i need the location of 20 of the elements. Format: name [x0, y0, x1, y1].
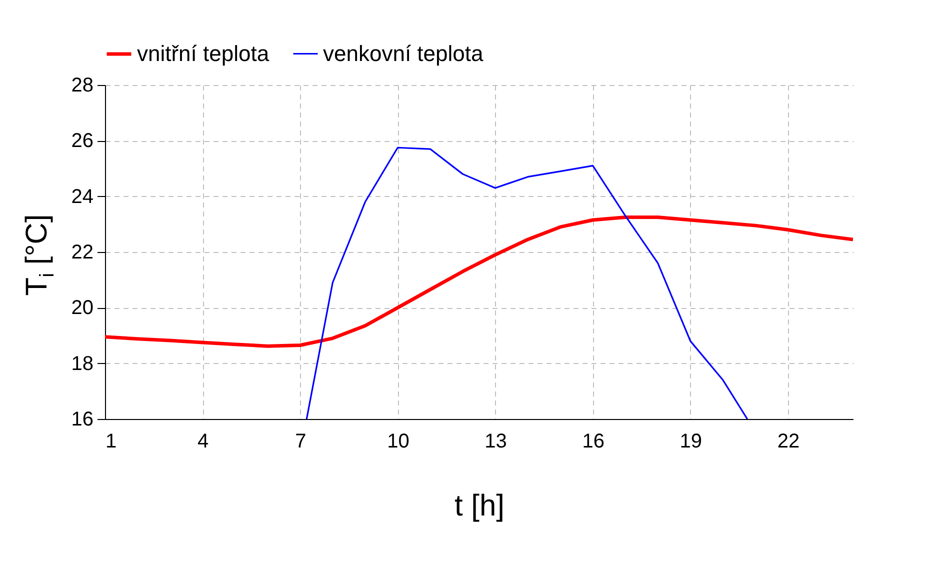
y-tick-label: 20: [71, 297, 94, 320]
x-tick-label: 16: [582, 430, 604, 452]
x-tick-label: 22: [777, 430, 800, 452]
line-series: [306, 146, 748, 419]
x-tick-label: 13: [484, 430, 507, 452]
line-series: [105, 215, 853, 348]
y-tick-label: 24: [71, 186, 94, 208]
x-tick-label: 1: [106, 430, 117, 452]
x-tick-label: 7: [295, 430, 306, 452]
legend-label: venkovní teplota: [323, 40, 484, 66]
y-tick-label: 26: [71, 130, 94, 152]
x-axis-title: t [h]: [454, 490, 505, 522]
x-tick-label: 10: [387, 430, 410, 452]
y-tick-label: 18: [71, 352, 94, 375]
y-tick-label: 28: [71, 74, 94, 96]
x-tick-label: 4: [198, 430, 209, 452]
legend-label: vnitřní teplota: [137, 41, 270, 66]
y-tick-label: 22: [71, 242, 94, 264]
y-tick-label: 16: [71, 408, 94, 430]
x-tick-label: 19: [680, 430, 702, 452]
